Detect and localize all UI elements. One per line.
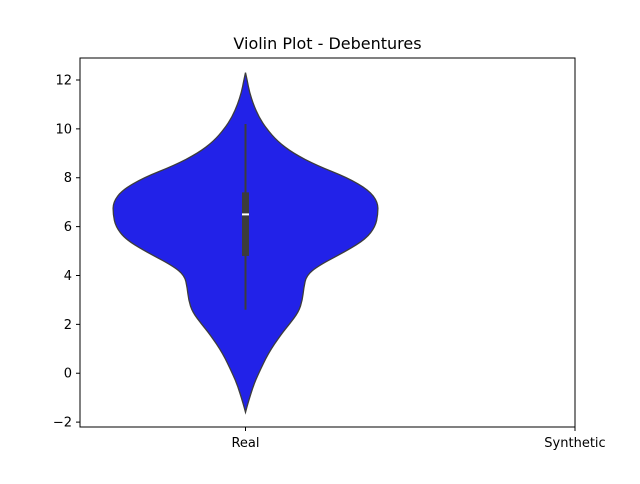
y-tick-label: 4	[64, 269, 72, 284]
y-tick-label: 2	[64, 318, 72, 333]
y-tick-label: 12	[55, 73, 72, 88]
x-tick-label: Synthetic	[544, 436, 605, 451]
y-tick-label: 6	[64, 220, 72, 235]
x-axis: Real Synthetic	[231, 427, 606, 451]
plot-frame	[79, 57, 576, 428]
y-tick-label: −2	[53, 416, 72, 431]
y-tick-label: 10	[55, 122, 72, 137]
y-tick-label: 0	[64, 367, 72, 382]
x-tick-label: Real	[231, 436, 259, 451]
violin-iqr-box	[242, 192, 249, 256]
chart-title: Violin Plot - Debentures	[233, 34, 421, 53]
y-axis: −2 0 2 4 6 8 10 12	[53, 73, 80, 431]
y-tick-label: 8	[64, 171, 72, 186]
